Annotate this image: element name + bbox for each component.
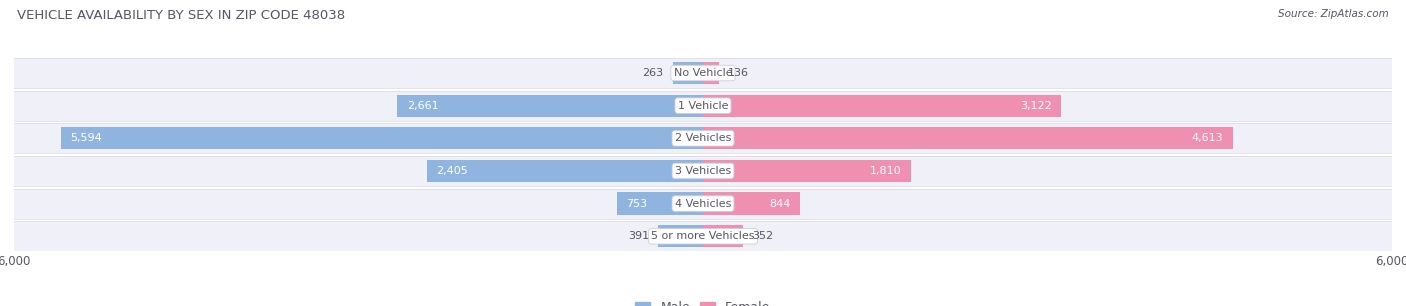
Text: 753: 753 — [626, 199, 647, 209]
Text: 5,594: 5,594 — [70, 133, 101, 143]
Bar — [703, 127, 1233, 149]
Text: 263: 263 — [643, 68, 664, 78]
Bar — [14, 221, 1392, 251]
Text: 1,810: 1,810 — [870, 166, 901, 176]
Text: 136: 136 — [728, 68, 749, 78]
Bar — [703, 160, 911, 182]
Bar — [703, 62, 718, 84]
Text: No Vehicle: No Vehicle — [673, 68, 733, 78]
Legend: Male, Female: Male, Female — [630, 296, 776, 306]
Text: Source: ZipAtlas.com: Source: ZipAtlas.com — [1278, 9, 1389, 19]
Bar — [427, 160, 703, 182]
Text: VEHICLE AVAILABILITY BY SEX IN ZIP CODE 48038: VEHICLE AVAILABILITY BY SEX IN ZIP CODE … — [17, 9, 344, 22]
Text: 4,613: 4,613 — [1192, 133, 1223, 143]
Bar — [658, 225, 703, 247]
Text: 352: 352 — [752, 231, 773, 241]
Text: 3 Vehicles: 3 Vehicles — [675, 166, 731, 176]
Text: 844: 844 — [769, 199, 790, 209]
Text: 3,122: 3,122 — [1021, 101, 1052, 111]
Text: 4 Vehicles: 4 Vehicles — [675, 199, 731, 209]
Bar — [703, 192, 800, 215]
Text: 2 Vehicles: 2 Vehicles — [675, 133, 731, 143]
Text: 1 Vehicle: 1 Vehicle — [678, 101, 728, 111]
Bar — [673, 62, 703, 84]
Text: 5 or more Vehicles: 5 or more Vehicles — [651, 231, 755, 241]
Text: 2,661: 2,661 — [406, 101, 439, 111]
Bar — [703, 95, 1062, 117]
Bar — [14, 156, 1392, 186]
Bar — [14, 91, 1392, 121]
Bar — [617, 192, 703, 215]
Bar — [398, 95, 703, 117]
Bar — [14, 58, 1392, 88]
Bar — [60, 127, 703, 149]
Bar — [14, 188, 1392, 218]
Bar — [703, 225, 744, 247]
Bar — [14, 123, 1392, 153]
Text: 391: 391 — [628, 231, 650, 241]
Text: 2,405: 2,405 — [436, 166, 468, 176]
